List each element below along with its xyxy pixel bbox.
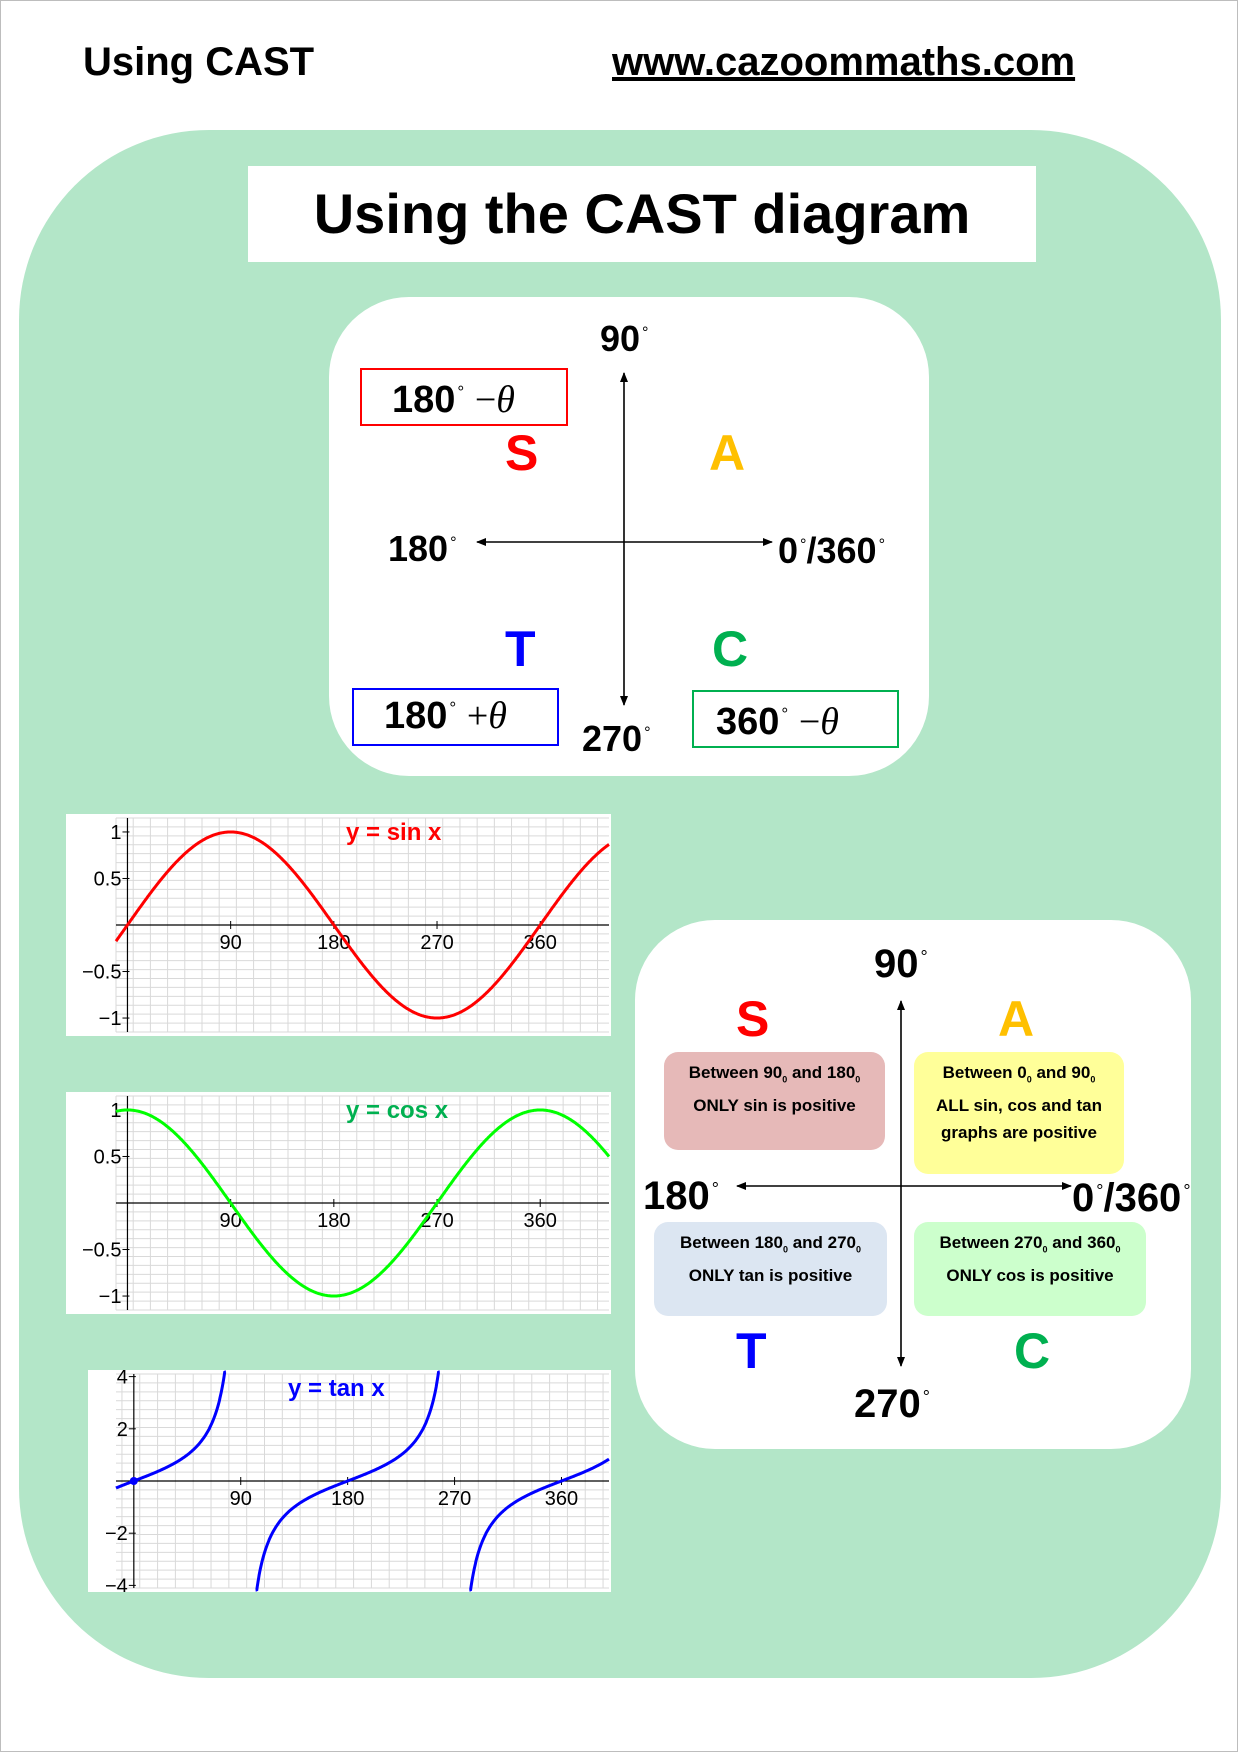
formula-box-C: 360 ° −θ: [692, 690, 899, 748]
x-tick-label: 180: [317, 1210, 350, 1232]
title-box: [248, 166, 1036, 262]
angle-180-label: 180 °: [388, 528, 457, 569]
x-tick-label: 90: [220, 1210, 242, 1232]
angle-0-360-label-2: 0 °/360 °: [1072, 1176, 1191, 1220]
x-tick-label: 360: [545, 1488, 578, 1510]
y-tick-label: −4: [105, 1575, 128, 1592]
quadrant-C-letter: C: [712, 621, 749, 677]
quadrant-S-letter-2: S: [736, 991, 770, 1047]
y-tick-label: 4: [117, 1370, 128, 1389]
formula-box-S: 180 ° −θ: [360, 368, 568, 426]
worksheet-topic: Using CAST: [83, 40, 315, 84]
tan-graph: 90 180 270 360 4 2 −2 −4 y = tan x: [88, 1370, 611, 1592]
quadrant-T-letter: T: [505, 621, 536, 677]
formula-box-T: 180 ° +θ: [352, 688, 559, 746]
graph-title: y = sin x: [346, 819, 442, 846]
cast-diagram-2-axes: [736, 1000, 1072, 1367]
angle-0-360-label: 0 °/360 °: [778, 530, 886, 571]
quadrant-T-letter-2: T: [736, 1323, 767, 1379]
cos-graph: 90 180 270 360 1 0.5 −0.5 −1 y = cos x: [66, 1092, 611, 1314]
y-tick-label: 0.5: [94, 1146, 122, 1168]
x-tick-label: 270: [438, 1488, 471, 1510]
info-box-C: Between 2700 and 3600 ONLY cos is positi…: [914, 1222, 1146, 1316]
tan-graph-svg: 90 180 270 360 4 2 −2 −4 y = tan x: [105, 1370, 610, 1592]
angle-270-label-2: 270 °: [854, 1382, 930, 1426]
y-tick-label: −1: [99, 1286, 122, 1308]
x-tick-label: 90: [220, 932, 242, 954]
y-tick-label: −0.5: [82, 1240, 121, 1262]
quadrant-C-letter-2: C: [1014, 1323, 1051, 1379]
info-box-S: Between 900 and 1800 ONLY sin is positiv…: [664, 1052, 885, 1150]
info-box-A: Between 00 and 900 ALL sin, cos and tan …: [914, 1052, 1124, 1174]
y-tick-label: 1: [110, 822, 121, 844]
website-link[interactable]: www.cazoommaths.com: [612, 40, 1076, 84]
quadrant-S-letter: S: [505, 425, 539, 481]
quadrant-A-letter-2: A: [998, 991, 1035, 1047]
cos-curve: [115, 1108, 611, 1298]
y-tick-label: −0.5: [82, 962, 121, 984]
angle-90-label-2: 90 °: [874, 942, 928, 986]
cast-diagram-1-axes: [476, 372, 773, 706]
page-title: Using the CAST diagram: [313, 182, 971, 245]
angle-180-label-2: 180 °: [643, 1174, 719, 1218]
x-tick-label: 270: [420, 932, 453, 954]
info-box-T: Between 1800 and 2700 ONLY tan is positi…: [654, 1222, 887, 1316]
tan-curve: [469, 1457, 610, 1592]
y-tick-label: −2: [105, 1523, 128, 1545]
x-tick-label: 180: [331, 1488, 364, 1510]
y-tick-label: 0.5: [94, 868, 122, 890]
graph-title: y = cos x: [346, 1097, 449, 1124]
sin-curve: [114, 830, 610, 1020]
graph-title: y = tan x: [288, 1375, 385, 1402]
y-tick-label: −1: [99, 1008, 122, 1030]
sin-graph: 90 180 270 360 1 0.5 −0.5 −1 y = sin x: [66, 814, 611, 1036]
origin-point: [129, 1477, 138, 1485]
y-tick-label: 2: [117, 1419, 128, 1441]
angle-90-label: 90 °: [600, 318, 649, 359]
quadrant-A-letter: A: [709, 425, 746, 481]
x-tick-label: 360: [524, 1210, 557, 1232]
tan-curve: [255, 1370, 440, 1592]
angle-270-label: 270 °: [582, 718, 651, 759]
tan-curve: [115, 1370, 227, 1490]
x-tick-label: 90: [230, 1488, 252, 1510]
